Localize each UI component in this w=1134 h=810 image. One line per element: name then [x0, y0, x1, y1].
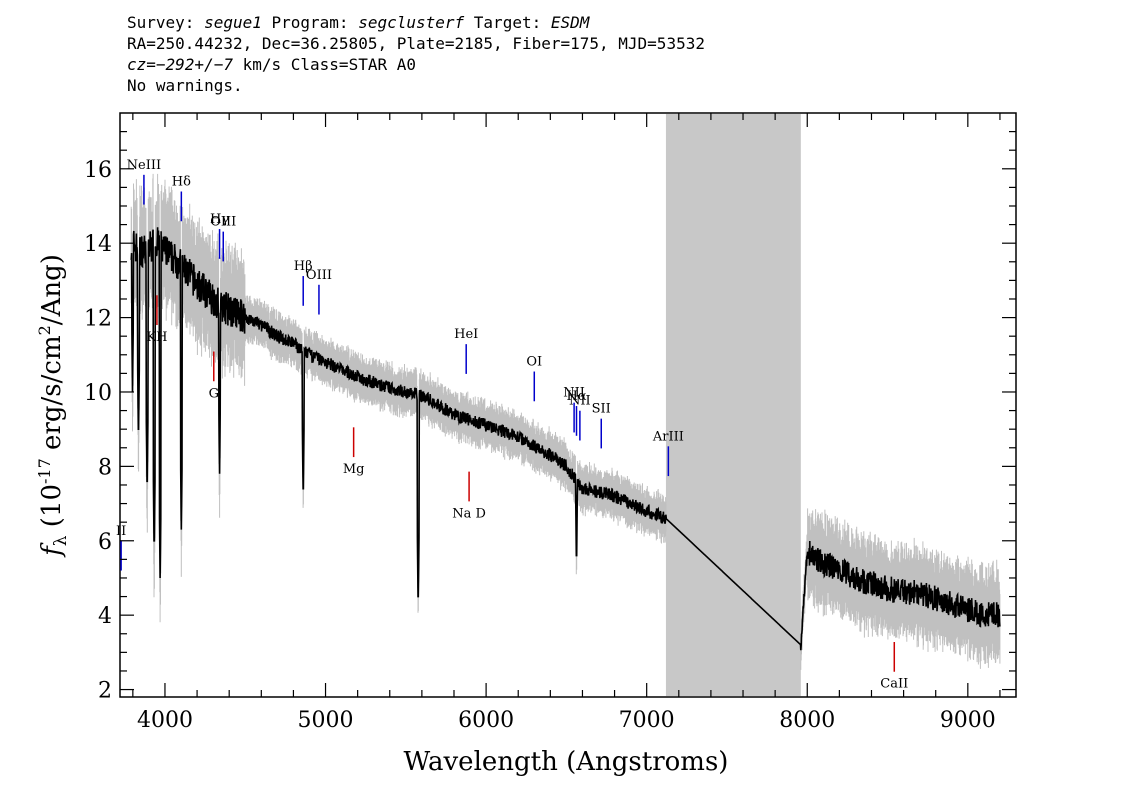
- x-axis-title: Wavelength (Angstroms): [404, 747, 729, 777]
- y-tick-label: 4: [98, 604, 112, 629]
- emission-line-label: Hβ: [294, 259, 313, 274]
- emission-line-label: Hα: [566, 389, 586, 404]
- redshift-value: cz=−292+/−7: [127, 55, 233, 74]
- class-value: km/s Class=STAR A0: [232, 55, 416, 74]
- x-tick-label: 6000: [458, 708, 514, 733]
- y-tick-label: 10: [84, 381, 112, 406]
- y-tick-label: 2: [98, 679, 112, 704]
- y-tick-label: 16: [84, 158, 112, 183]
- x-tick-label: 9000: [940, 708, 996, 733]
- emission-line-label: Hδ: [172, 174, 191, 189]
- target-value: ESDM: [550, 13, 590, 32]
- emission-line-label: NII: [569, 394, 591, 409]
- y-tick-label: 8: [98, 455, 112, 480]
- emission-line-label: II: [116, 524, 126, 539]
- emission-line-label: ArIII: [652, 429, 684, 444]
- emission-line-label: OIII: [306, 268, 332, 283]
- emission-line-label: OIII: [210, 215, 236, 230]
- plot-frame: [119, 112, 1017, 698]
- x-tick-label: 8000: [779, 708, 835, 733]
- survey-value: segue1: [204, 13, 262, 32]
- header-line-4: No warnings.: [127, 76, 243, 95]
- masked-region: [665, 114, 801, 696]
- line-marker-layer: IINeIIIHδHγOIIIHβOIIIHeIOINIIHαNIISIIArI…: [116, 158, 908, 692]
- header-line-3: cz=−292+/−7 km/s Class=STAR A0: [127, 54, 705, 75]
- program-label: Program:: [261, 13, 359, 32]
- y-axis-title: fλ (10-17 erg/s/cm2/Ang): [35, 254, 71, 558]
- emission-line-label: HeI: [454, 327, 478, 342]
- header-line-2: RA=250.44232, Dec=36.25805, Plate=2185, …: [127, 34, 705, 53]
- header-line-1: Survey: segue1 Program: segclusterf Targ…: [127, 12, 705, 33]
- emission-line-label: OI: [526, 355, 542, 370]
- absorption-line-label: Na D: [452, 506, 486, 521]
- y-tick-label: 14: [84, 232, 112, 257]
- target-label: Target:: [464, 13, 551, 32]
- emission-line-label: NII: [563, 386, 585, 401]
- absorption-line-label: Mg: [343, 462, 365, 477]
- masked-region-layer: [665, 114, 801, 696]
- y-tick-label: 6: [98, 530, 112, 555]
- program-value: segclusterf: [358, 13, 465, 32]
- spectrum-header: Survey: segue1 Program: segclusterf Targ…: [127, 12, 705, 96]
- spectrum-line: [130, 227, 1001, 651]
- emission-line-label: NeIII: [127, 158, 161, 173]
- x-tick-label: 5000: [298, 708, 354, 733]
- emission-line-label: Hγ: [210, 212, 229, 227]
- error-band-layer: [130, 173, 1001, 670]
- absorption-line-label: KH: [146, 330, 167, 345]
- x-tick-label: 4000: [137, 708, 193, 733]
- absorption-line-label: CaII: [880, 677, 908, 692]
- absorption-line-label: G: [209, 386, 219, 401]
- survey-label: Survey:: [127, 13, 205, 32]
- y-tick-label: 12: [84, 307, 112, 332]
- error-band: [130, 173, 1001, 670]
- tick-layer: 4000 5000 6000 7000 8000 9000 2 4 6 8 10 12 14 16: [84, 113, 1016, 733]
- emission-line-label: SII: [592, 402, 611, 417]
- spectrum-layer: [130, 227, 1001, 651]
- x-tick-label: 7000: [619, 708, 675, 733]
